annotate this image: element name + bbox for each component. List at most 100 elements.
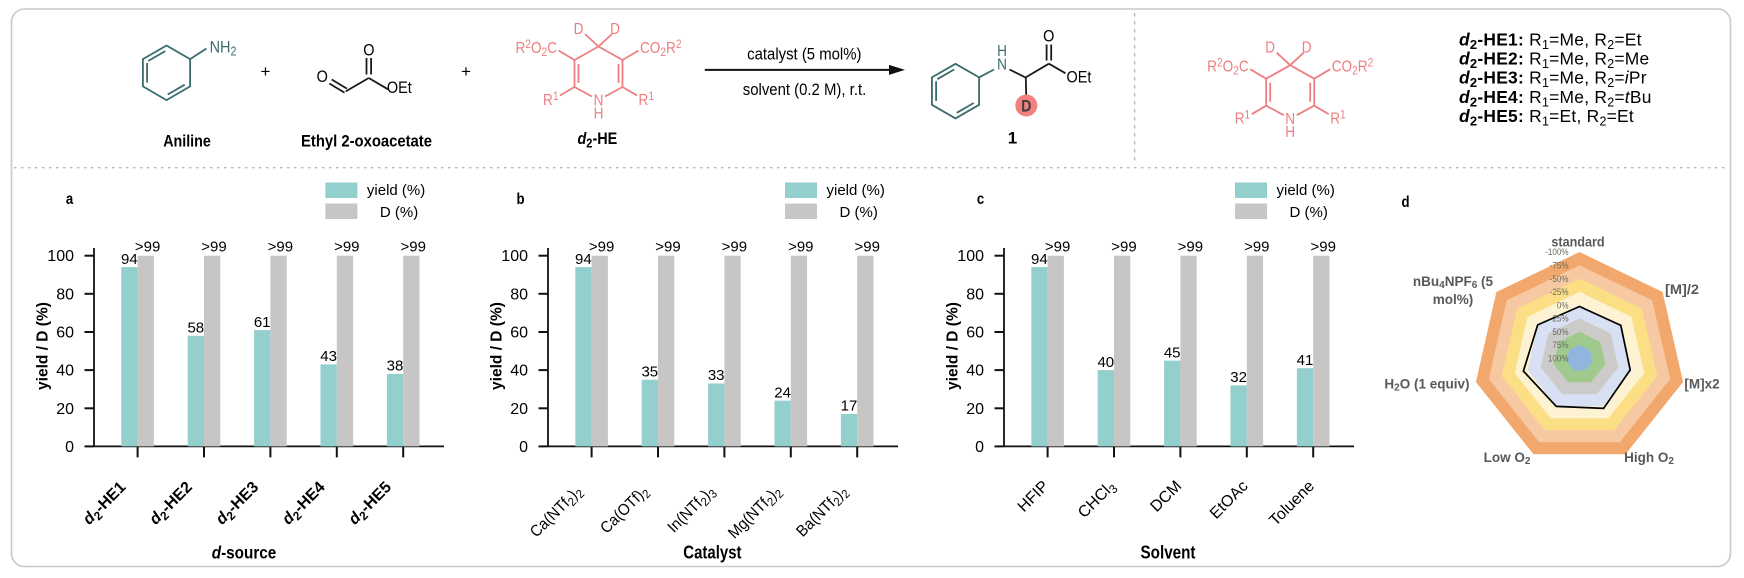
svg-text:94: 94: [1031, 251, 1048, 268]
svg-text:d2-HE4: R1=Me, R2=tBu: d2-HE4: R1=Me, R2=tBu: [1459, 87, 1652, 110]
svg-text:+: +: [461, 62, 471, 81]
svg-text:33: 33: [708, 367, 725, 384]
svg-text:>99: >99: [655, 239, 680, 256]
svg-text:yield (%): yield (%): [367, 182, 425, 199]
svg-text:>99: >99: [722, 239, 747, 256]
svg-text:D: D: [574, 21, 584, 38]
svg-text:N: N: [997, 56, 1007, 73]
svg-text:yield / D (%): yield / D (%): [35, 302, 52, 390]
svg-text:solvent (0.2 M), r.t.: solvent (0.2 M), r.t.: [743, 81, 867, 99]
svg-text:+: +: [261, 62, 271, 81]
svg-text:D: D: [1265, 40, 1275, 57]
svg-text:standard: standard: [1551, 235, 1604, 250]
svg-text:d2-HE5: R1=Et, R2=Et: d2-HE5: R1=Et, R2=Et: [1459, 106, 1634, 128]
svg-text:40: 40: [510, 363, 528, 380]
svg-text:d-source: d-source: [212, 542, 277, 562]
svg-text:>99: >99: [1244, 239, 1269, 256]
svg-text:>99: >99: [1045, 239, 1070, 256]
svg-text:0: 0: [519, 439, 528, 456]
svg-text:>99: >99: [1178, 239, 1203, 256]
svg-text:80: 80: [510, 286, 528, 303]
svg-text:94: 94: [575, 251, 592, 268]
svg-text:H2O (1 equiv): H2O (1 equiv): [1384, 377, 1469, 394]
svg-text:1: 1: [1008, 129, 1017, 148]
svg-text:>99: >99: [788, 239, 813, 256]
svg-text:NH2: NH2: [210, 38, 237, 58]
svg-text:100: 100: [957, 248, 984, 265]
svg-text:50%: 50%: [1552, 326, 1568, 337]
svg-text:-100%: -100%: [1545, 247, 1568, 258]
svg-text:Solvent: Solvent: [1141, 543, 1196, 563]
svg-text:nBu4NPF6 (5: nBu4NPF6 (5: [1413, 274, 1494, 291]
svg-text:0: 0: [65, 439, 74, 456]
svg-text:32: 32: [1230, 369, 1247, 386]
svg-text:mol%): mol%): [1433, 292, 1474, 307]
svg-text:20: 20: [966, 401, 984, 418]
svg-text:45: 45: [1164, 344, 1181, 361]
svg-text:[M]x2: [M]x2: [1684, 377, 1719, 392]
svg-text:D: D: [610, 21, 620, 38]
svg-text:Low O2: Low O2: [1484, 450, 1531, 467]
svg-text:O: O: [1043, 27, 1054, 45]
svg-text:80: 80: [966, 286, 984, 303]
svg-text:80: 80: [56, 286, 74, 303]
svg-text:yield / D (%): yield / D (%): [945, 302, 962, 390]
svg-text:43: 43: [320, 348, 337, 365]
svg-text:D (%): D (%): [380, 204, 418, 221]
svg-text:a: a: [66, 191, 74, 208]
svg-text:>99: >99: [400, 239, 425, 256]
svg-text:>99: >99: [1111, 239, 1136, 256]
svg-text:>99: >99: [1310, 239, 1335, 256]
svg-text:H: H: [594, 106, 604, 123]
svg-text:41: 41: [1297, 352, 1314, 369]
svg-text:60: 60: [510, 325, 528, 342]
svg-text:O: O: [317, 68, 328, 86]
svg-text:N: N: [594, 93, 604, 110]
svg-text:d2-HE2: R1=Me, R2=Me: d2-HE2: R1=Me, R2=Me: [1459, 49, 1649, 72]
svg-text:20: 20: [56, 401, 74, 418]
svg-text:yield (%): yield (%): [1277, 182, 1335, 199]
svg-text:OEt: OEt: [1067, 68, 1092, 86]
svg-text:0: 0: [975, 439, 984, 456]
svg-text:N: N: [1285, 111, 1295, 128]
svg-text:b: b: [516, 191, 524, 208]
svg-text:100%: 100%: [1548, 353, 1569, 364]
svg-text:D (%): D (%): [1290, 204, 1328, 221]
svg-text:60: 60: [56, 325, 74, 342]
svg-text:d2-HE1: R1=Me, R2=Et: d2-HE1: R1=Me, R2=Et: [1459, 30, 1642, 53]
svg-text:-50%: -50%: [1550, 273, 1569, 284]
svg-text:100: 100: [501, 248, 528, 265]
svg-text:>99: >99: [854, 239, 879, 256]
svg-text:-25%: -25%: [1550, 286, 1569, 297]
svg-text:OEt: OEt: [387, 79, 412, 97]
svg-text:d2-HE: d2-HE: [577, 130, 617, 151]
svg-text:40: 40: [56, 363, 74, 380]
svg-text:R2O2C: R2O2C: [1207, 57, 1249, 78]
svg-text:yield (%): yield (%): [827, 182, 885, 199]
svg-text:High O2: High O2: [1624, 450, 1674, 467]
svg-text:CO2R2: CO2R2: [640, 38, 682, 59]
svg-text:>99: >99: [201, 239, 226, 256]
svg-text:Catalyst: Catalyst: [683, 543, 741, 563]
svg-text:60: 60: [966, 325, 984, 342]
svg-text:20: 20: [510, 401, 528, 418]
svg-text:61: 61: [254, 314, 271, 331]
svg-text:D (%): D (%): [840, 204, 878, 221]
svg-text:>99: >99: [589, 239, 614, 256]
svg-text:>99: >99: [135, 239, 160, 256]
svg-text:17: 17: [841, 398, 858, 415]
svg-text:[M]/2: [M]/2: [1665, 282, 1699, 297]
svg-text:d2-HE3: R1=Me, R2=iPr: d2-HE3: R1=Me, R2=iPr: [1459, 68, 1647, 91]
svg-text:>99: >99: [268, 239, 293, 256]
svg-text:35: 35: [641, 363, 658, 380]
svg-text:0%: 0%: [1557, 300, 1569, 311]
svg-text:Ethyl 2-oxoacetate: Ethyl 2-oxoacetate: [301, 132, 432, 151]
svg-text:O: O: [363, 41, 374, 59]
svg-text:d: d: [1401, 194, 1409, 211]
svg-text:c: c: [977, 191, 984, 208]
svg-text:25%: 25%: [1552, 313, 1568, 324]
svg-text:Aniline: Aniline: [163, 132, 211, 151]
svg-text:H: H: [1285, 124, 1295, 141]
svg-text:yield / D (%): yield / D (%): [489, 302, 506, 390]
svg-text:24: 24: [774, 384, 791, 401]
